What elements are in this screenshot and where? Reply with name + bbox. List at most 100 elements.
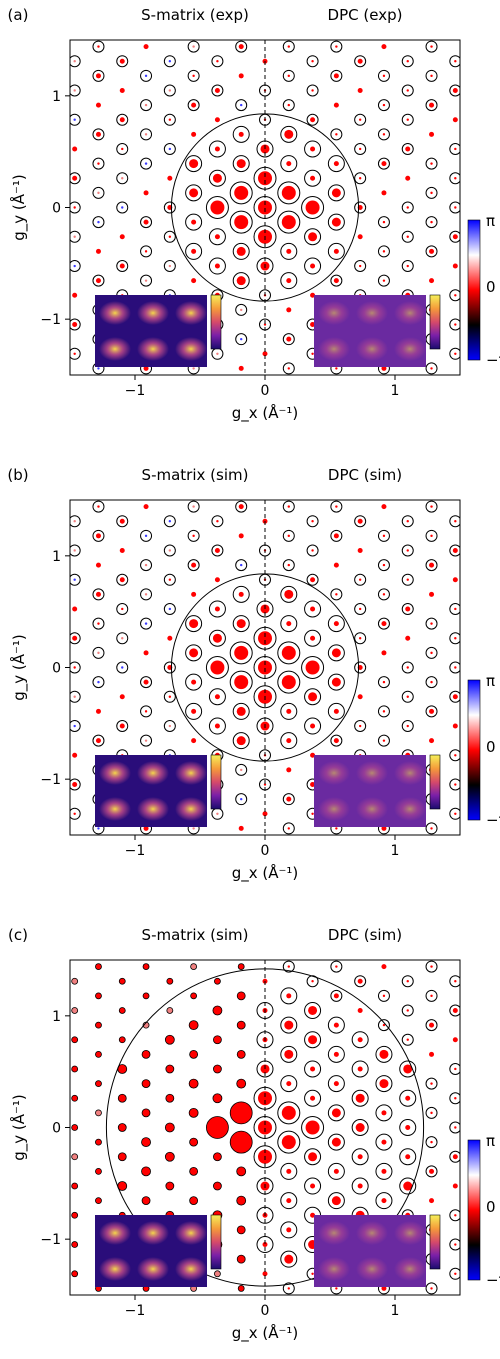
inset-blob [318, 797, 350, 821]
data-point [335, 133, 338, 136]
data-point [335, 593, 338, 596]
x-tick-label: −1 [125, 1303, 146, 1319]
ring-marker [185, 242, 203, 260]
data-point [71, 1124, 79, 1131]
data-point [454, 754, 457, 757]
data-point [452, 547, 458, 553]
data-point [454, 1272, 457, 1275]
data-point [308, 1152, 318, 1162]
ring-marker [449, 1209, 460, 1222]
data-point [168, 607, 172, 611]
ring-marker [116, 260, 129, 273]
data-point [286, 993, 292, 999]
data-point [406, 206, 409, 209]
ring-marker [306, 515, 319, 528]
data-point [287, 1287, 290, 1290]
ring-marker [377, 274, 390, 287]
data-point [144, 103, 148, 107]
ring-marker [425, 1106, 438, 1119]
ring-marker [377, 245, 390, 258]
data-point [429, 1051, 435, 1057]
ring-marker [327, 673, 345, 691]
data-point [258, 631, 272, 646]
data-point [214, 117, 220, 123]
ring-marker [92, 157, 105, 170]
ring-marker [70, 632, 81, 645]
ring-marker [401, 260, 414, 273]
data-point [236, 1195, 247, 1206]
ring-marker [235, 793, 248, 806]
ring-marker [449, 347, 460, 360]
ring-marker [92, 40, 105, 53]
ring-marker [280, 702, 298, 720]
data-point [405, 635, 411, 641]
ring-marker [377, 216, 390, 229]
ring-marker [70, 573, 81, 586]
data-point [308, 232, 318, 242]
ring-marker [449, 142, 460, 155]
ring-marker [401, 690, 414, 703]
data-point [311, 1272, 314, 1275]
phase-colorbar [467, 679, 481, 821]
data-point [121, 177, 124, 180]
ring-marker [280, 155, 298, 173]
data-point [95, 708, 101, 714]
data-point [97, 220, 100, 224]
data-point [454, 147, 457, 151]
ring-marker [327, 644, 345, 662]
data-point [333, 161, 339, 167]
ring-marker [282, 822, 295, 835]
data-point [97, 45, 100, 48]
data-point [71, 1007, 79, 1014]
data-point [406, 118, 409, 121]
data-point [287, 45, 290, 48]
ring-marker [163, 113, 176, 126]
data-point [216, 812, 219, 815]
data-point [311, 352, 314, 355]
ring-marker [140, 245, 153, 258]
data-point [73, 812, 76, 815]
ring-marker [327, 1075, 345, 1093]
data-point [71, 977, 79, 985]
data-point [287, 103, 290, 107]
ring-marker [304, 1148, 322, 1166]
data-point [168, 89, 172, 92]
data-point [357, 234, 363, 240]
inset-colorbar [429, 754, 441, 810]
ring-marker [208, 228, 226, 246]
data-point [238, 825, 244, 831]
data-point [452, 1037, 458, 1043]
data-point [238, 365, 244, 371]
data-point [165, 1064, 175, 1074]
ring-marker [187, 529, 200, 542]
data-point [381, 1285, 387, 1291]
data-point [73, 235, 76, 238]
data-point [189, 1049, 199, 1059]
data-point [71, 1241, 79, 1248]
data-point [237, 1285, 245, 1292]
data-point [403, 1064, 413, 1074]
ring-marker [449, 602, 460, 615]
data-point [452, 723, 458, 729]
data-point [381, 161, 387, 167]
ring-marker [401, 230, 414, 243]
ring-marker [399, 1177, 417, 1195]
ring-marker [116, 55, 129, 68]
data-point [143, 219, 149, 225]
ring-marker [401, 84, 414, 97]
data-point [142, 992, 150, 1000]
ring-marker [163, 573, 176, 586]
data-point [281, 675, 296, 690]
ring-marker [140, 69, 153, 82]
ring-marker [425, 676, 438, 689]
ring-marker [304, 140, 322, 158]
left-title: S-matrix (sim) [142, 926, 249, 944]
data-point [286, 307, 292, 313]
ring-marker [187, 69, 200, 82]
inset-blob [99, 761, 131, 785]
data-point [121, 147, 124, 151]
x-tick-label: 0 [261, 383, 270, 399]
data-point [73, 520, 76, 523]
ring-marker [208, 169, 226, 187]
data-point [454, 520, 457, 523]
